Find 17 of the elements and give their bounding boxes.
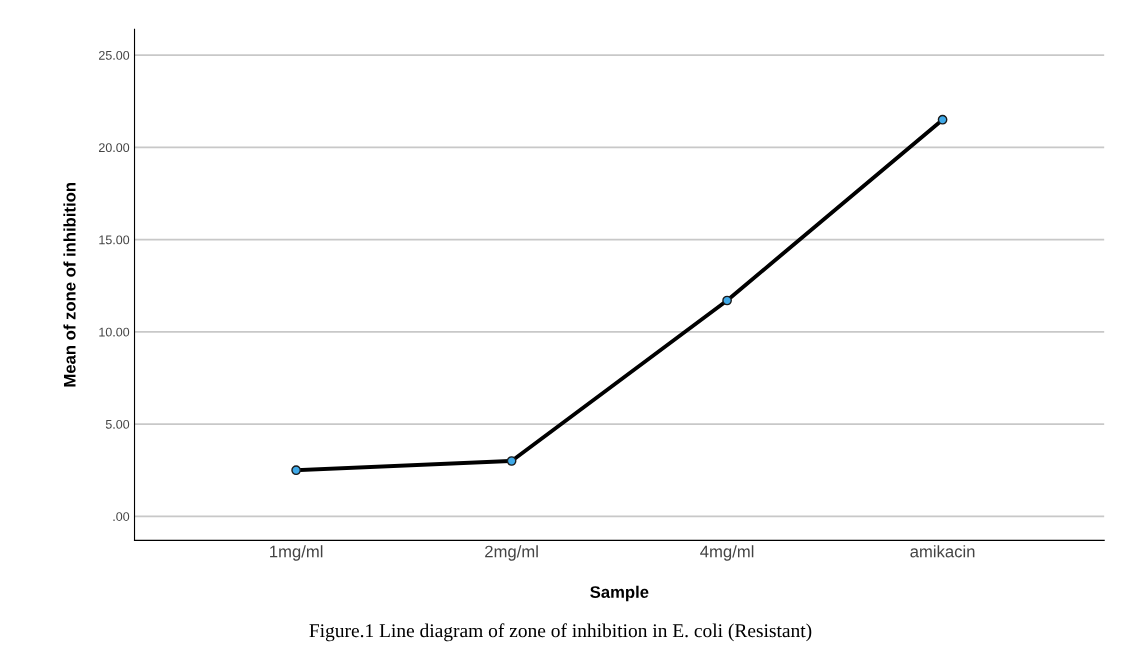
point	[291, 465, 301, 476]
point	[937, 114, 948, 125]
y-tick-label: 5.00	[105, 419, 130, 429]
point	[506, 456, 517, 466]
x-tick-label: 2mg/ml	[485, 545, 538, 561]
y-tick-label: 10.00	[99, 327, 130, 337]
x-axis-title: Sample	[590, 585, 649, 602]
y-tick-label: 20.00	[99, 143, 130, 153]
x-tick-label: 1mg/ml	[270, 545, 323, 561]
text: Figure.1 Line diagram of zone of inhibition in E. coli (Resistant)	[309, 623, 812, 642]
y-tick-label: 15.00	[99, 235, 130, 245]
y-axis-title: Mean of zone of inhibition	[63, 183, 76, 387]
y-tick-label: 25.00	[99, 50, 130, 60]
point	[722, 295, 732, 306]
x-tick-label: amikacin	[910, 545, 975, 558]
x-tick-label: 4mg/ml	[700, 545, 754, 561]
y-tick-label: .00	[113, 512, 130, 521]
